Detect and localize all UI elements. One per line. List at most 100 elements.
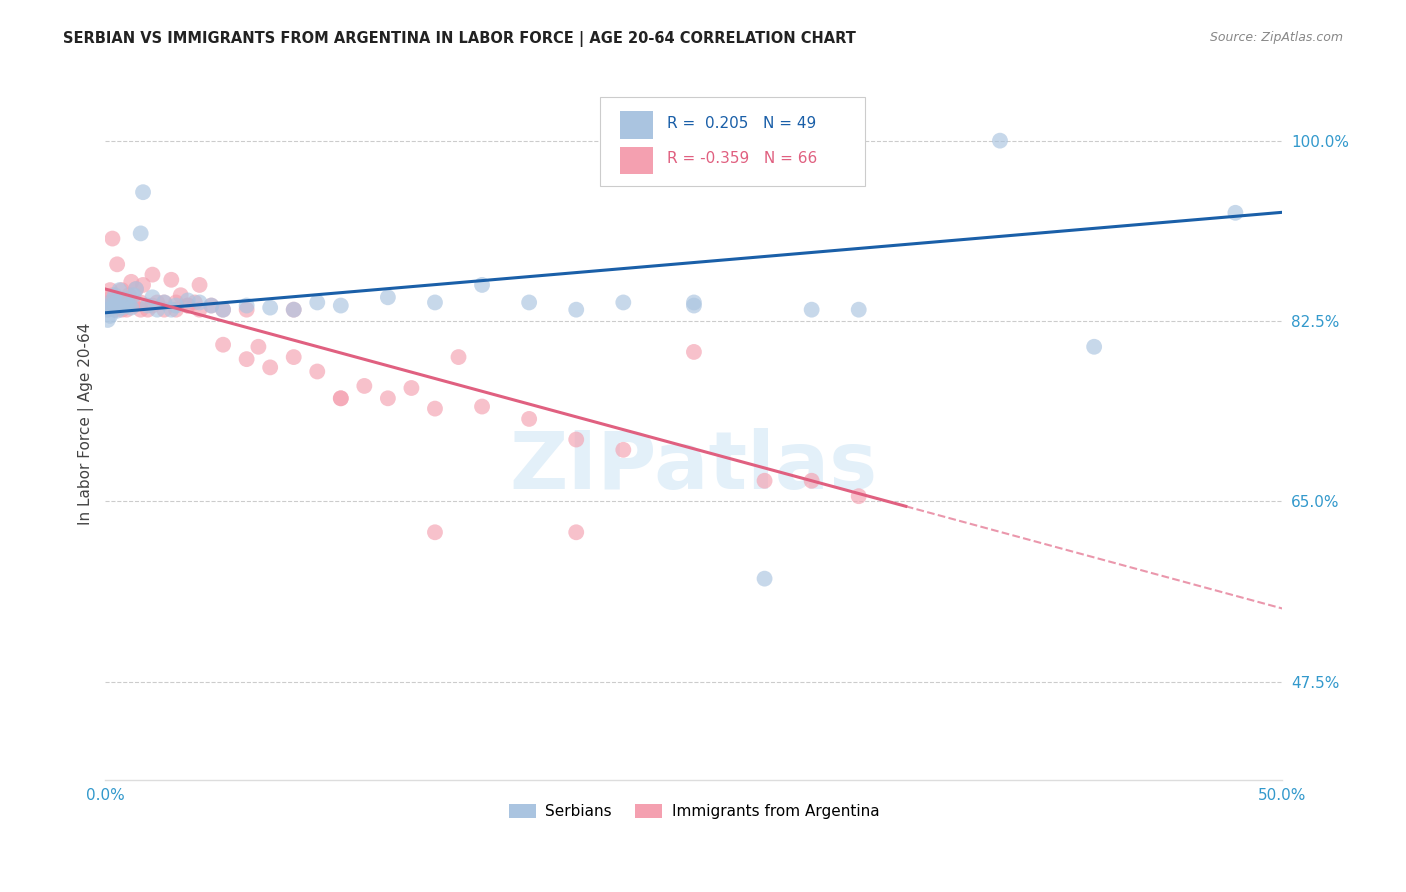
Point <box>101 288 124 302</box>
Point <box>120 275 142 289</box>
Point <box>177 293 200 308</box>
Point <box>141 268 163 282</box>
Point <box>118 295 141 310</box>
Point <box>565 525 588 540</box>
Point <box>160 302 183 317</box>
Point <box>423 525 446 540</box>
Legend: Serbians, Immigrants from Argentina: Serbians, Immigrants from Argentina <box>502 798 886 825</box>
Point <box>612 295 634 310</box>
Point <box>259 301 281 315</box>
Point <box>98 301 121 315</box>
Point <box>212 337 235 351</box>
Point <box>188 277 211 292</box>
Point <box>132 277 155 292</box>
Point <box>97 302 120 317</box>
Point <box>377 392 399 406</box>
Point <box>329 299 352 313</box>
Point <box>800 474 823 488</box>
Point <box>118 297 141 311</box>
Point <box>108 283 131 297</box>
Point <box>101 295 124 310</box>
Point <box>988 134 1011 148</box>
Point <box>517 412 540 426</box>
Point <box>115 299 138 313</box>
Point <box>188 295 211 310</box>
Point <box>235 302 257 317</box>
Point <box>177 299 200 313</box>
Text: SERBIAN VS IMMIGRANTS FROM ARGENTINA IN LABOR FORCE | AGE 20-64 CORRELATION CHAR: SERBIAN VS IMMIGRANTS FROM ARGENTINA IN … <box>63 31 856 47</box>
FancyBboxPatch shape <box>600 97 865 186</box>
Point <box>200 299 222 313</box>
Point <box>848 302 870 317</box>
Point <box>105 303 128 318</box>
Point <box>125 282 148 296</box>
Point <box>136 299 159 313</box>
Text: R = -0.359   N = 66: R = -0.359 N = 66 <box>666 152 817 166</box>
Point <box>98 309 121 323</box>
Point <box>307 364 329 378</box>
Point <box>754 474 776 488</box>
Point <box>153 302 176 317</box>
Point <box>129 302 152 317</box>
Point <box>129 295 152 310</box>
Point <box>122 288 145 302</box>
Point <box>129 227 152 241</box>
Point <box>111 283 134 297</box>
Point <box>170 288 193 302</box>
Point <box>612 442 634 457</box>
Point <box>754 572 776 586</box>
Point <box>132 185 155 199</box>
Point <box>165 299 187 313</box>
Point <box>160 273 183 287</box>
Point <box>848 489 870 503</box>
Point <box>105 295 128 310</box>
Point <box>125 282 148 296</box>
Point <box>683 295 706 310</box>
Point <box>153 295 176 310</box>
Point <box>97 313 120 327</box>
Point <box>259 360 281 375</box>
Point <box>184 295 207 310</box>
Point <box>329 392 352 406</box>
Point <box>447 350 470 364</box>
Point <box>1083 340 1105 354</box>
Point <box>471 277 494 292</box>
Point <box>112 293 135 307</box>
Point <box>307 295 329 310</box>
Point <box>105 257 128 271</box>
Point <box>353 379 375 393</box>
Bar <box>620 147 652 174</box>
Point <box>101 231 124 245</box>
Point <box>283 350 305 364</box>
Point <box>101 301 124 315</box>
Y-axis label: In Labor Force | Age 20-64: In Labor Force | Age 20-64 <box>79 323 94 525</box>
Point <box>98 283 121 297</box>
Point <box>683 345 706 359</box>
Point <box>165 295 187 310</box>
Point <box>423 401 446 416</box>
Point <box>212 302 235 317</box>
Text: Source: ZipAtlas.com: Source: ZipAtlas.com <box>1209 31 1343 45</box>
Point <box>188 302 211 317</box>
Text: ZIPatlas: ZIPatlas <box>510 428 879 506</box>
Point <box>104 296 127 310</box>
Bar <box>620 112 652 138</box>
Point <box>283 302 305 317</box>
Point <box>517 295 540 310</box>
Point <box>104 288 127 302</box>
Point <box>153 295 176 310</box>
Point <box>104 299 127 313</box>
Text: R =  0.205   N = 49: R = 0.205 N = 49 <box>666 116 815 131</box>
Point <box>141 290 163 304</box>
Point <box>401 381 423 395</box>
Point <box>141 299 163 313</box>
Point <box>146 302 169 317</box>
Point <box>235 299 257 313</box>
Point <box>122 299 145 313</box>
Point <box>423 295 446 310</box>
Point <box>235 352 257 367</box>
Point <box>101 293 124 308</box>
Point <box>112 295 135 310</box>
Point <box>136 302 159 317</box>
Point <box>377 290 399 304</box>
